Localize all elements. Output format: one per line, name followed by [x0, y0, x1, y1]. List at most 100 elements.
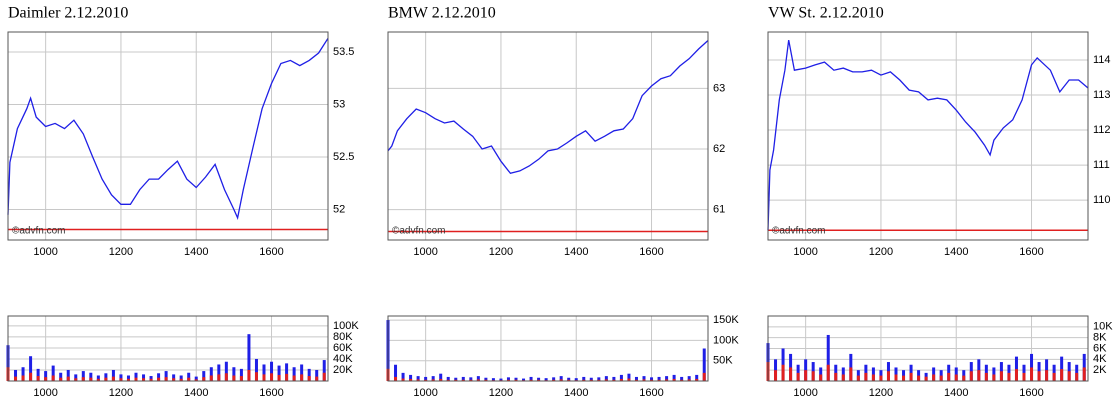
volume-bar — [119, 374, 123, 381]
volume-bar — [604, 379, 608, 381]
volume-bar — [969, 371, 973, 381]
x-tick-label: 1400 — [564, 246, 588, 258]
volume-bar — [254, 372, 258, 381]
x-tick-label: 1600 — [639, 246, 663, 258]
volume-bar — [194, 379, 198, 381]
volume-bar — [104, 377, 108, 381]
price-line — [387, 40, 709, 175]
volume-bar — [172, 374, 176, 381]
volume-bar — [856, 375, 860, 381]
x-tick-label: 1200 — [109, 246, 133, 258]
volume-bar — [476, 376, 480, 381]
price-line — [767, 39, 1089, 231]
volume-bar — [461, 379, 465, 381]
volume-bar — [932, 367, 936, 381]
volume-bar — [804, 370, 808, 381]
volume-bar — [262, 364, 266, 381]
volume-bar — [247, 369, 251, 381]
chart-title: Daimler 2.12.2010 — [8, 5, 128, 22]
volume-bar — [209, 375, 213, 381]
volume-bar — [702, 372, 706, 381]
volume-bar — [789, 367, 793, 381]
volume-bar — [544, 378, 548, 381]
plot-frame — [387, 31, 709, 241]
volume-bar — [871, 367, 875, 381]
price-line — [7, 37, 329, 221]
volume-bar — [917, 375, 921, 381]
watermark: ©advfn.com — [12, 226, 66, 237]
y-tick-label: 61 — [713, 204, 725, 216]
volume-bar — [81, 371, 85, 381]
volume-bar — [149, 378, 153, 381]
x-tick-label: 1200 — [869, 246, 893, 258]
volume-bar — [567, 379, 571, 381]
volume-bar — [879, 370, 883, 381]
volume-bar — [157, 373, 161, 381]
volume-bar — [1030, 367, 1034, 381]
volume-bar — [650, 377, 654, 381]
volume-bar — [1037, 371, 1041, 381]
volume-bar — [194, 376, 198, 381]
volume-bar — [672, 374, 676, 381]
volume-bar — [142, 378, 146, 381]
volume-bar — [484, 379, 488, 381]
x-tick-label: 1000 — [793, 246, 817, 258]
volume-bar — [51, 375, 55, 381]
volume-bar — [695, 374, 699, 381]
x-tick-label: 1200 — [489, 387, 513, 399]
volume-bar — [29, 356, 33, 381]
volume-bar — [247, 334, 251, 381]
volume-bar — [96, 375, 100, 381]
x-tick-label: 1400 — [944, 387, 968, 399]
x-tick-label: 1000 — [413, 246, 437, 258]
volume-bar — [522, 378, 526, 381]
volume-bar — [1007, 372, 1011, 381]
volume-bar — [476, 379, 480, 381]
volume-bar — [14, 376, 18, 381]
watermark: ©advfn.com — [772, 226, 826, 237]
volume-bar — [439, 378, 443, 381]
volume-bar — [702, 348, 706, 381]
y-tick-label: 52.5 — [333, 151, 354, 163]
volume-bar — [142, 374, 146, 381]
volume-bar — [680, 379, 684, 381]
volume-bar — [582, 379, 586, 381]
volume-bar — [627, 378, 631, 381]
volume-bar — [984, 372, 988, 381]
x-tick-label: 1400 — [184, 387, 208, 399]
volume-bar — [36, 368, 40, 381]
volume-bar — [939, 370, 943, 381]
volume-bar — [187, 372, 191, 381]
volume-bar — [909, 372, 913, 381]
volume-bar — [665, 379, 669, 381]
volume-bar — [254, 358, 258, 381]
volume-bar — [224, 373, 228, 381]
volume-bar — [217, 374, 221, 381]
volume-bar — [454, 377, 458, 381]
volume-bar — [789, 353, 793, 381]
volume-bar — [51, 365, 55, 381]
volume-bar — [954, 374, 958, 381]
volume-bar — [1075, 372, 1079, 381]
volume-bar — [879, 375, 883, 381]
x-tick-label: 1200 — [489, 246, 513, 258]
volume-bar — [164, 371, 168, 381]
volume-bar — [886, 371, 890, 381]
volume-bar — [932, 374, 936, 381]
volume-bar — [270, 373, 274, 381]
volume-bar — [506, 379, 510, 381]
volume-bar — [285, 373, 289, 381]
volume-bar — [1045, 370, 1049, 381]
y-tick-label: 110 — [1093, 194, 1111, 206]
volume-bar — [409, 378, 413, 381]
x-tick-label: 1400 — [184, 246, 208, 258]
volume-bar — [36, 376, 40, 381]
volume-bar — [567, 377, 571, 381]
volume-bar — [999, 371, 1003, 381]
volume-bar — [665, 376, 669, 381]
volume-bar — [277, 374, 281, 381]
volume-bar — [424, 376, 428, 381]
volume-bar — [157, 377, 161, 381]
volume-bar — [695, 378, 699, 381]
plot-frame — [7, 315, 329, 382]
